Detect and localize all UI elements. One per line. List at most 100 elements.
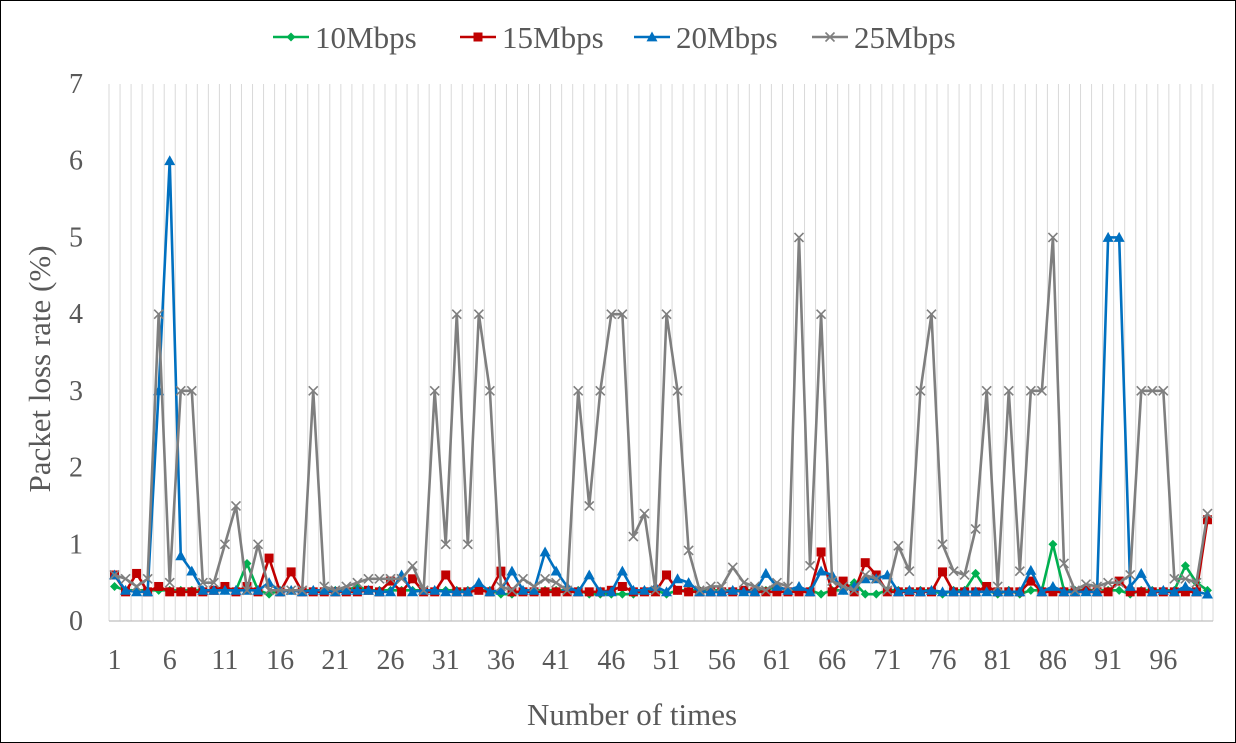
data-point <box>1113 231 1125 242</box>
data-point <box>507 587 517 597</box>
data-point <box>860 569 871 581</box>
data-point <box>824 31 836 43</box>
data-point <box>176 587 186 597</box>
data-point <box>1026 585 1036 595</box>
data-point <box>373 586 385 597</box>
data-point <box>142 573 153 584</box>
data-point <box>208 577 219 588</box>
data-point <box>827 576 838 587</box>
legend: 10Mbps 15Mbps 20Mbps 25Mbps <box>273 20 956 55</box>
y-tick-label: 7 <box>69 69 83 100</box>
data-point <box>396 573 407 584</box>
data-point <box>1169 573 1180 584</box>
data-point <box>1157 584 1169 595</box>
data-point <box>562 585 573 596</box>
data-point <box>131 586 143 597</box>
data-point <box>252 539 264 550</box>
data-point <box>1136 385 1147 396</box>
y-tick-label: 1 <box>69 529 83 560</box>
data-point <box>540 587 550 597</box>
data-point <box>749 586 761 597</box>
data-point <box>815 565 827 576</box>
data-point <box>528 584 540 595</box>
data-point <box>672 573 684 584</box>
data-point <box>816 547 826 557</box>
x-tick-label: 41 <box>542 645 570 676</box>
data-point <box>197 577 208 588</box>
data-point <box>230 584 242 595</box>
data-point <box>638 584 650 595</box>
y-tick-label: 5 <box>69 222 83 253</box>
data-point <box>937 586 949 597</box>
data-point <box>1190 586 1202 597</box>
data-point <box>1058 586 1070 597</box>
y-tick-label: 4 <box>69 299 83 330</box>
data-point <box>550 565 562 576</box>
data-point <box>661 586 673 597</box>
data-point <box>175 550 187 561</box>
x-tick-label: 11 <box>211 645 238 676</box>
data-point <box>1080 579 1092 590</box>
data-point <box>120 584 132 595</box>
data-point <box>495 584 507 595</box>
x-tick-label: 96 <box>1149 645 1177 676</box>
data-point <box>484 586 496 597</box>
data-point <box>362 584 374 595</box>
data-point <box>716 581 727 592</box>
data-point <box>1147 385 1158 396</box>
x-tick-label: 71 <box>873 645 901 676</box>
data-point <box>131 581 142 592</box>
legend-item-15mbps: 15Mbps <box>460 20 604 55</box>
y-axis-title: Packet loss rate (%) <box>22 245 57 492</box>
y-tick-label: 2 <box>69 453 83 484</box>
y-tick-label: 3 <box>69 376 83 407</box>
data-point <box>451 586 463 597</box>
data-point <box>793 580 805 591</box>
data-point <box>441 570 451 580</box>
data-point <box>307 584 319 595</box>
data-point <box>584 587 594 597</box>
data-point <box>1080 586 1092 597</box>
data-point <box>683 545 694 556</box>
data-point <box>319 581 330 592</box>
data-point <box>705 581 716 592</box>
x-tick-label: 21 <box>321 645 349 676</box>
data-point <box>971 568 981 578</box>
data-point <box>440 539 451 550</box>
data-point <box>882 587 892 597</box>
x-tick-label: 36 <box>487 645 515 676</box>
data-point <box>429 385 440 396</box>
data-point <box>208 584 220 595</box>
data-point <box>816 309 827 320</box>
data-point <box>627 584 639 595</box>
data-point <box>408 574 418 584</box>
data-point <box>948 566 959 577</box>
data-point <box>694 585 705 596</box>
data-point <box>616 565 628 576</box>
data-point <box>330 585 341 596</box>
data-point <box>1168 586 1180 597</box>
data-point <box>738 586 750 597</box>
data-point <box>749 581 760 592</box>
data-point <box>981 586 993 597</box>
data-point <box>926 309 937 320</box>
data-point <box>915 385 926 396</box>
data-point <box>506 565 518 576</box>
data-point <box>1014 586 1026 597</box>
data-point <box>286 32 296 42</box>
data-point <box>827 587 837 597</box>
data-point <box>517 584 529 595</box>
data-point <box>1036 586 1048 597</box>
data-point <box>219 539 230 550</box>
x-tick-label: 76 <box>929 645 957 676</box>
x-tick-label: 1 <box>108 645 122 676</box>
data-point <box>495 581 506 592</box>
legend-label: 20Mbps <box>676 20 778 55</box>
data-point <box>1103 587 1113 597</box>
data-point <box>981 385 992 396</box>
data-point <box>727 562 738 573</box>
data-point <box>760 585 771 596</box>
data-point <box>153 309 164 320</box>
data-point <box>1202 508 1213 519</box>
data-point <box>782 584 794 595</box>
